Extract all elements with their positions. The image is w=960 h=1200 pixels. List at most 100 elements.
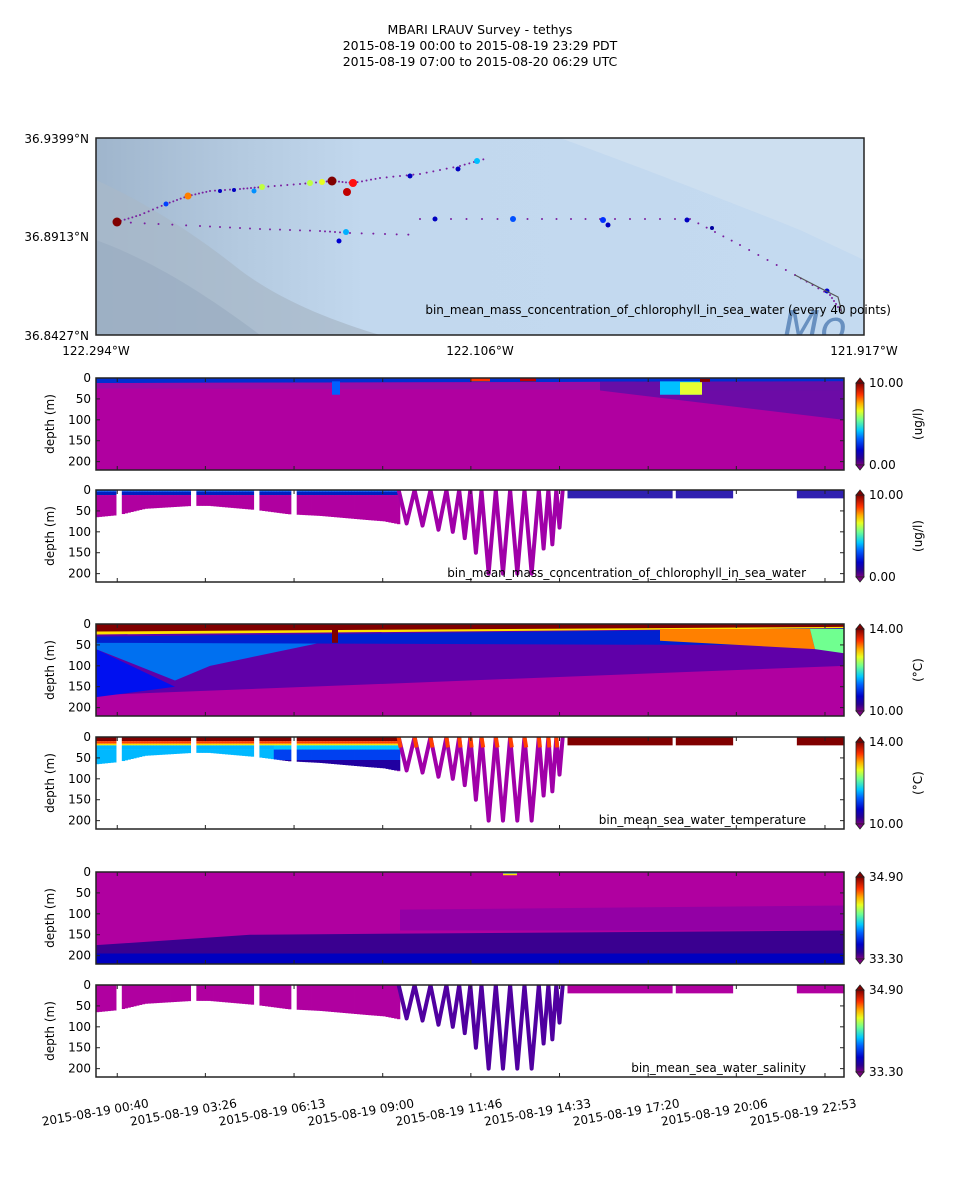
track-point (526, 218, 529, 220)
profile-column (333, 985, 338, 1013)
profile-column (342, 749, 346, 760)
profile-column (222, 490, 226, 492)
track-point (309, 229, 311, 232)
yoyo-profile (508, 736, 527, 823)
profile-column (368, 495, 372, 521)
colorbar-min-arrow (855, 576, 865, 583)
profile-column (144, 491, 149, 496)
profile-column (121, 491, 126, 496)
profile-column (296, 491, 300, 496)
heatmap-patch (660, 629, 815, 650)
profile-column (365, 491, 369, 496)
yoyo-profile (522, 736, 541, 823)
vehicle-path-end (794, 274, 843, 314)
profile-column (374, 741, 378, 744)
profile-column (302, 749, 306, 760)
track-point (629, 218, 631, 220)
profile-column (173, 491, 177, 496)
profile-column (270, 737, 275, 742)
profile-column (136, 749, 140, 758)
track-point (229, 188, 231, 191)
profile-column (342, 743, 346, 746)
profile-column (394, 985, 398, 1019)
y-tick-label: 0 (83, 483, 91, 497)
profile-column (374, 737, 378, 742)
profile-column (308, 737, 312, 742)
profile-column (379, 490, 384, 492)
profile-column (322, 737, 326, 742)
profile-column (368, 490, 372, 492)
profile-column (351, 985, 355, 1014)
track-point (242, 187, 245, 190)
track-point (463, 163, 466, 166)
profile-column (311, 749, 315, 760)
profile-column (336, 491, 341, 496)
profile-column (182, 985, 186, 1002)
profile-column (247, 741, 252, 744)
y-tick-label: 0 (83, 865, 91, 879)
profile-column (207, 495, 212, 506)
profile-column (133, 490, 137, 492)
profile-column (388, 985, 392, 1018)
profile-column (199, 749, 203, 753)
track-point (385, 176, 388, 179)
profile-column (354, 737, 358, 742)
track-point (176, 199, 178, 201)
profile-column (273, 985, 278, 1008)
track-point (273, 185, 276, 187)
profile-column (391, 491, 395, 496)
profile-column (156, 745, 160, 750)
profile-column (213, 737, 217, 742)
profile-column (227, 745, 232, 750)
profile-column (348, 490, 352, 492)
profile-column (216, 495, 220, 507)
colorbar-max-label: 34.90 (869, 870, 903, 884)
profile-column (230, 490, 235, 492)
profile-column (382, 741, 386, 744)
profile-column (230, 743, 235, 746)
panel-salinity-profiles: 0 50 100 150 200 depth (m) bin_mean_sea_water_… (43, 978, 903, 1079)
profile-column (167, 491, 171, 496)
track-point (689, 218, 691, 220)
profile-column (319, 737, 323, 742)
profile-column (276, 490, 280, 492)
panel-chlorophyll-interpolated: 0 50 100 150 200 depth (m) 10.00 0.00 (ug/l) (43, 371, 925, 472)
profile-column (242, 495, 246, 509)
y-tick-label: 150 (68, 793, 91, 807)
profile-column (325, 737, 329, 742)
profile-column (331, 985, 335, 1012)
profile-column (394, 490, 398, 492)
profile-column (316, 985, 321, 1011)
track-point (214, 189, 216, 192)
profile-column (331, 749, 335, 760)
profile-column (124, 491, 128, 496)
profile-column (376, 760, 381, 768)
profile-column (104, 745, 108, 750)
profile-column (279, 741, 283, 744)
track-sample-marker (319, 179, 325, 185)
profile-column (342, 985, 346, 1013)
profile-column (368, 749, 372, 760)
profile-column (333, 737, 338, 742)
heatmap-patch (700, 378, 710, 382)
profile-column (227, 490, 232, 492)
profile-column (204, 749, 209, 753)
track-point (339, 231, 341, 234)
profile-column (262, 491, 266, 496)
profile-column (388, 491, 392, 496)
profile-column (325, 491, 329, 496)
profile-column (147, 491, 151, 496)
profile-column (354, 743, 358, 746)
colorbar-min-arrow (855, 710, 865, 717)
profile-column (371, 737, 375, 742)
profile-column (339, 737, 343, 742)
track-sample-marker (510, 216, 516, 222)
colorbar (855, 876, 865, 960)
profile-column (394, 745, 398, 750)
profile-column (259, 490, 263, 492)
track-point (784, 269, 787, 271)
colorbar-units-label: (°C) (911, 658, 925, 682)
profile-column (268, 737, 272, 742)
profile-column (385, 760, 389, 769)
profile-column (388, 737, 392, 742)
